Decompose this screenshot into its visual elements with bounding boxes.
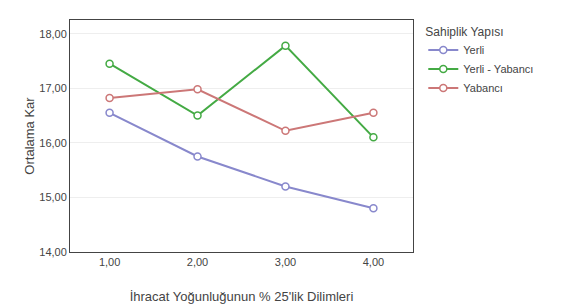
svg-text:17,00: 17,00 bbox=[39, 82, 67, 94]
svg-text:İhracat Yoğunluğunun % 25'lik: İhracat Yoğunluğunun % 25'lik Dilimleri bbox=[130, 289, 354, 304]
svg-text:14,00: 14,00 bbox=[39, 246, 67, 258]
svg-text:Yerli - Yabancı: Yerli - Yabancı bbox=[463, 63, 533, 75]
svg-text:3,00: 3,00 bbox=[275, 256, 296, 268]
svg-text:18,00: 18,00 bbox=[39, 28, 67, 40]
svg-text:15,00: 15,00 bbox=[39, 191, 67, 203]
svg-text:2,00: 2,00 bbox=[187, 256, 208, 268]
svg-text:16,00: 16,00 bbox=[39, 137, 67, 149]
svg-text:Ortalama Kar: Ortalama Kar bbox=[22, 97, 37, 175]
svg-text:1,00: 1,00 bbox=[99, 256, 120, 268]
svg-text:4,00: 4,00 bbox=[363, 256, 384, 268]
svg-text:Yabancı: Yabancı bbox=[463, 82, 503, 94]
svg-text:Yerli: Yerli bbox=[463, 44, 484, 56]
svg-text:Sahiplik Yapısı: Sahiplik Yapısı bbox=[425, 25, 503, 39]
